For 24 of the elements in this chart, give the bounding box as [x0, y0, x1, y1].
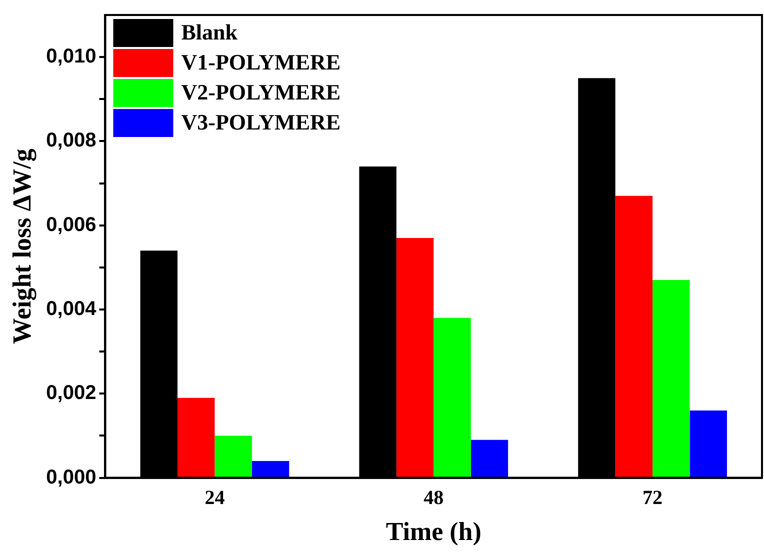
y-tick-label: 0,006	[46, 214, 96, 236]
bar	[396, 238, 434, 478]
legend-label: V3-POLYMERE	[181, 110, 341, 135]
y-axis-title: Weight loss ΔW/g	[7, 148, 36, 344]
y-tick-label: 0,008	[46, 130, 96, 152]
legend-label: Blank	[181, 20, 238, 45]
bar	[690, 410, 727, 478]
x-tick-label: 48	[424, 486, 444, 509]
legend-label: V1-POLYMERE	[181, 50, 341, 75]
legend-label: V2-POLYMERE	[181, 80, 341, 105]
y-tick-label: 0,000	[46, 466, 96, 488]
x-axis-title: Time (h)	[386, 517, 482, 546]
x-tick-label: 24	[204, 486, 225, 509]
bar	[652, 280, 690, 478]
y-tick-label: 0,004	[46, 298, 98, 320]
bar	[434, 318, 471, 478]
bar	[214, 436, 252, 478]
bar	[470, 440, 508, 478]
bar	[252, 460, 290, 478]
bar	[177, 398, 215, 478]
x-tick-label: 72	[642, 486, 663, 509]
bar	[615, 196, 653, 478]
y-tick-label: 0,002	[46, 382, 96, 404]
y-tick-label: 0,010	[46, 46, 96, 68]
